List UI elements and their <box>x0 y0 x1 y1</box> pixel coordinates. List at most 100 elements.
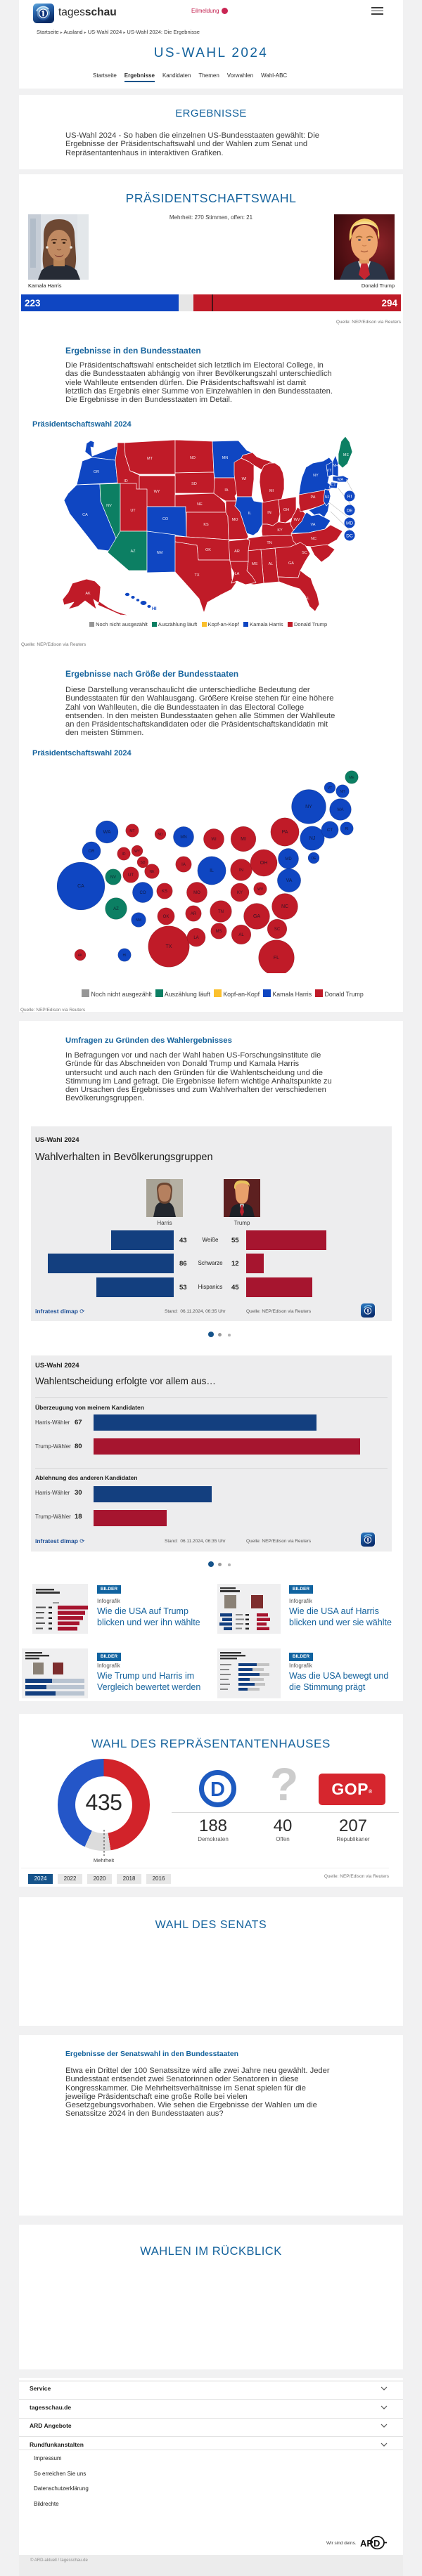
svg-text:AR: AR <box>191 912 197 916</box>
svg-text:AZ: AZ <box>130 549 136 554</box>
svg-text:CO: CO <box>162 517 169 521</box>
svg-text:PA: PA <box>282 830 288 835</box>
svg-text:MS: MS <box>252 562 258 566</box>
svg-text:NV: NV <box>106 504 112 508</box>
svg-text:NJ: NJ <box>325 495 330 500</box>
svg-text:MS: MS <box>216 930 222 934</box>
svg-text:MT: MT <box>147 457 153 461</box>
svg-text:TX: TX <box>166 944 172 949</box>
svg-text:SC: SC <box>302 551 307 555</box>
svg-text:MN: MN <box>222 456 229 460</box>
svg-text:WV: WV <box>294 518 300 522</box>
svg-text:NM: NM <box>157 551 163 555</box>
svg-text:KY: KY <box>277 528 283 533</box>
svg-text:ND: ND <box>158 833 163 837</box>
svg-text:OH: OH <box>283 508 289 512</box>
svg-text:CT: CT <box>327 828 333 833</box>
svg-text:UT: UT <box>128 873 134 878</box>
svg-text:DE: DE <box>312 857 317 861</box>
svg-text:MD: MD <box>285 857 292 861</box>
svg-text:HI: HI <box>123 954 127 958</box>
svg-text:AZ: AZ <box>113 907 119 911</box>
svg-text:MA: MA <box>338 808 344 812</box>
svg-text:WA: WA <box>99 449 106 453</box>
svg-text:MN: MN <box>180 835 186 840</box>
svg-text:IN: IN <box>267 511 271 515</box>
svg-text:NC: NC <box>311 537 316 541</box>
svg-text:RI: RI <box>345 827 349 831</box>
svg-text:VT: VT <box>326 469 332 473</box>
svg-text:VA: VA <box>311 523 316 527</box>
svg-text:IL: IL <box>210 869 214 873</box>
svg-text:MI: MI <box>241 837 246 842</box>
svg-text:ND: ND <box>190 456 196 460</box>
svg-text:ID: ID <box>122 852 126 857</box>
svg-text:ME: ME <box>343 453 350 457</box>
svg-text:CO: CO <box>140 891 146 895</box>
svg-text:MA: MA <box>338 478 344 482</box>
svg-text:KS: KS <box>203 523 209 527</box>
svg-text:UT: UT <box>130 509 136 513</box>
svg-text:MT: MT <box>129 829 134 833</box>
svg-text:IA: IA <box>224 488 229 493</box>
svg-text:PA: PA <box>311 495 316 500</box>
svg-text:CT: CT <box>331 483 336 488</box>
svg-text:DC: DC <box>346 534 353 539</box>
svg-text:KY: KY <box>237 891 243 895</box>
svg-text:VT: VT <box>328 786 332 791</box>
svg-text:AL: AL <box>269 562 274 566</box>
svg-text:IN: IN <box>239 869 243 873</box>
svg-text:OH: OH <box>260 861 268 866</box>
svg-text:HI: HI <box>152 606 157 611</box>
svg-text:WI: WI <box>211 838 217 842</box>
svg-text:WA: WA <box>103 830 110 835</box>
svg-text:KS: KS <box>162 890 167 894</box>
svg-text:WI: WI <box>242 477 247 481</box>
svg-text:WY: WY <box>154 490 160 494</box>
svg-text:TX: TX <box>194 573 199 578</box>
svg-text:TN: TN <box>218 910 224 914</box>
svg-text:NY: NY <box>313 474 319 478</box>
svg-text:MD: MD <box>346 521 353 526</box>
svg-text:TN: TN <box>267 541 271 545</box>
svg-text:GA: GA <box>288 561 294 566</box>
svg-text:ID: ID <box>124 479 128 483</box>
svg-text:NY: NY <box>305 805 312 809</box>
svg-text:D: D <box>373 2538 380 2549</box>
svg-text:AR: AR <box>360 2538 373 2549</box>
svg-text:AL: AL <box>238 933 244 937</box>
svg-text:LA: LA <box>235 572 240 576</box>
svg-text:AK: AK <box>85 592 91 596</box>
svg-text:ME: ME <box>349 776 354 780</box>
svg-text:MO: MO <box>193 891 200 895</box>
svg-text:LA: LA <box>193 936 198 940</box>
svg-text:WY: WY <box>134 850 141 854</box>
svg-text:MO: MO <box>232 518 239 522</box>
svg-text:OR: OR <box>89 850 96 854</box>
svg-text:OR: OR <box>94 470 99 474</box>
svg-text:OK: OK <box>163 915 170 919</box>
svg-text:OK: OK <box>205 548 211 552</box>
svg-text:AK: AK <box>78 954 83 958</box>
svg-text:NE: NE <box>197 502 203 507</box>
svg-text:IA: IA <box>181 863 186 867</box>
svg-text:AR: AR <box>234 549 240 554</box>
svg-text:FL: FL <box>305 597 309 601</box>
svg-text:NJ: NJ <box>309 836 316 841</box>
svg-text:CA: CA <box>77 884 84 889</box>
svg-text:NH: NH <box>333 464 338 468</box>
svg-text:NC: NC <box>281 904 288 909</box>
svg-text:NE: NE <box>150 870 155 874</box>
svg-text:SD: SD <box>141 861 146 865</box>
svg-text:MI: MI <box>269 489 274 493</box>
svg-text:IL: IL <box>248 512 252 516</box>
svg-text:WV: WV <box>257 887 264 892</box>
svg-text:NH: NH <box>340 790 345 794</box>
svg-text:CA: CA <box>82 513 88 517</box>
svg-text:D: D <box>210 1778 225 1801</box>
svg-text:GA: GA <box>253 914 260 919</box>
svg-text:SC: SC <box>274 928 281 932</box>
svg-text:FL: FL <box>274 956 279 961</box>
svg-text:NV: NV <box>110 876 116 880</box>
svg-text:SD: SD <box>191 482 197 486</box>
